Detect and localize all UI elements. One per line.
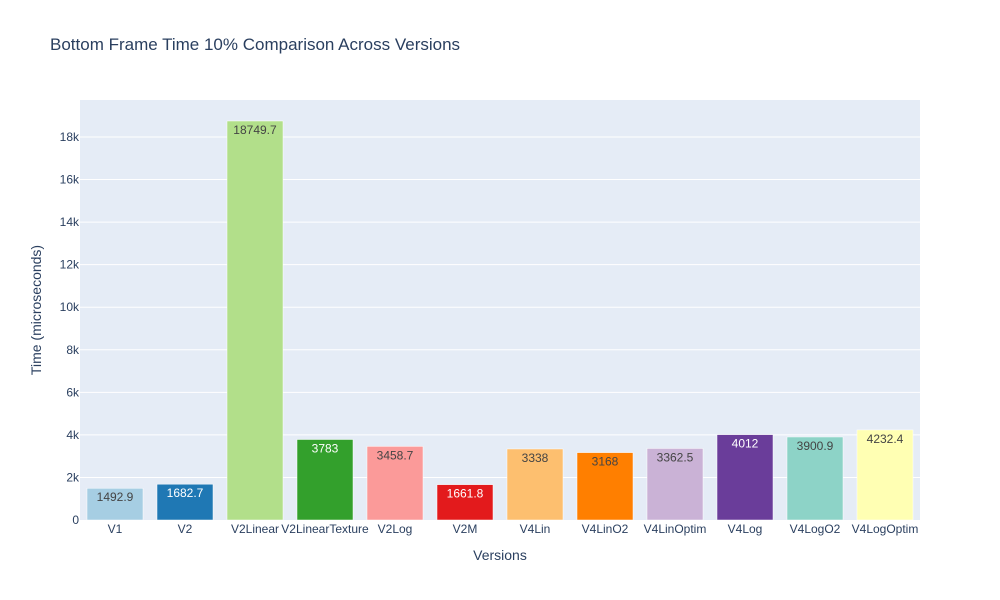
bar-value-label: 4012 (732, 437, 759, 451)
bar-v1 (86, 487, 144, 521)
chart-title: Bottom Frame Time 10% Comparison Across … (50, 35, 460, 54)
x-tick-label: V4LinOptim (644, 522, 707, 536)
y-tick-label: 14k (60, 215, 80, 229)
x-tick-label: V2 (178, 522, 193, 536)
bar-v2lineartexture (296, 439, 354, 521)
y-tick-label: 0 (72, 513, 79, 527)
y-tick-label: 18k (60, 130, 80, 144)
y-tick-label: 8k (66, 343, 80, 357)
x-tick-label: V4LinO2 (582, 522, 629, 536)
bar-v4logo2 (786, 436, 844, 521)
bar-value-label: 3168 (592, 455, 619, 469)
y-tick-label: 2k (66, 470, 80, 484)
y-axis-title: Time (microseconds) (28, 245, 44, 375)
bar-value-label: 3900.9 (797, 439, 834, 453)
x-tick-label: V4LogO2 (790, 522, 841, 536)
y-tick-label: 12k (60, 258, 80, 272)
x-tick-label: V2Log (378, 522, 413, 536)
x-tick-label: V2M (453, 522, 478, 536)
bar-v4lin (506, 448, 564, 521)
bar-value-labels: 1492.9 1682.7 18749.7 3783 3458.7 1661.8 3338 3… (97, 123, 904, 504)
y-tick-label: 6k (66, 385, 80, 399)
y-axis-ticks: 0 2k 4k 6k 8k 10k 12k 14k 16k 18k (60, 130, 80, 527)
bar-v2linear (226, 120, 284, 521)
bar-value-label: 1661.8 (447, 487, 484, 501)
bar-value-label: 1492.9 (97, 490, 134, 504)
plot-area (80, 100, 920, 520)
y-tick-label: 16k (60, 173, 80, 187)
x-tick-label: V1 (108, 522, 123, 536)
x-tick-label: V2LinearTexture (281, 522, 369, 536)
x-tick-label: V2Linear (231, 522, 279, 536)
x-axis-ticks: V1 V2 V2Linear V2LinearTexture V2Log V2M V4Lin… (108, 522, 919, 536)
bar-value-label: 18749.7 (233, 123, 277, 137)
x-axis-title: Versions (473, 547, 527, 563)
bar-v2log (366, 446, 424, 521)
bar-v2m (436, 484, 494, 521)
bar-v4linoptim (646, 448, 704, 521)
x-tick-label: V4LogOptim (852, 522, 919, 536)
gridlines (80, 136, 920, 478)
bar-value-label: 3338 (522, 451, 549, 465)
bar-value-label: 3458.7 (377, 448, 414, 462)
bar-v4lino2 (576, 452, 634, 521)
bar-v4logoptim (856, 429, 914, 521)
x-tick-label: V4Log (728, 522, 763, 536)
bars (86, 120, 914, 521)
bar-v2 (156, 483, 214, 521)
x-tick-label: V4Lin (520, 522, 551, 536)
bar-value-label: 3362.5 (657, 450, 694, 464)
y-tick-label: 4k (66, 428, 80, 442)
bar-value-label: 1682.7 (167, 486, 204, 500)
y-tick-label: 10k (60, 300, 80, 314)
bar-value-label: 3783 (312, 441, 339, 455)
bar-value-label: 4232.4 (867, 432, 904, 446)
bar-v4log (716, 434, 774, 521)
